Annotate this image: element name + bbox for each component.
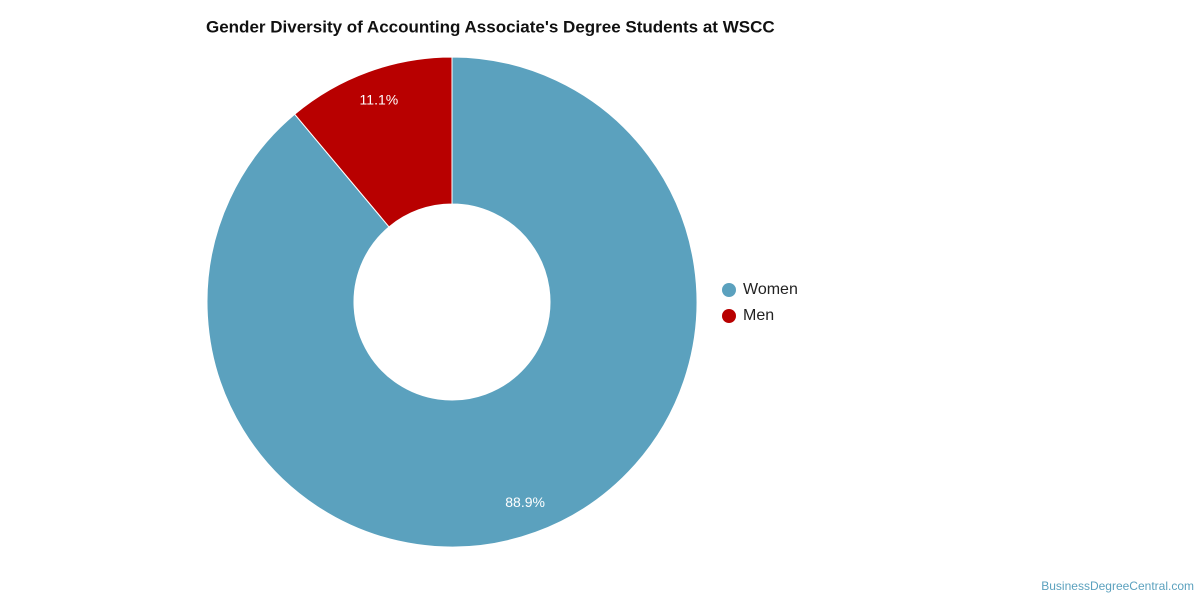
chart-title: Gender Diversity of Accounting Associate…: [206, 17, 775, 36]
donut-slice: [293, 56, 453, 228]
legend-label: Women: [743, 281, 798, 298]
source: BusinessDegreeCentral.com: [1041, 579, 1194, 593]
value-label: 88.9%: [505, 494, 545, 510]
donut-slice: [206, 56, 698, 548]
legend-marker: [722, 309, 736, 323]
legend-label: Men: [743, 307, 774, 324]
legend-marker: [722, 283, 736, 297]
value-label: 11.1%: [360, 92, 399, 108]
